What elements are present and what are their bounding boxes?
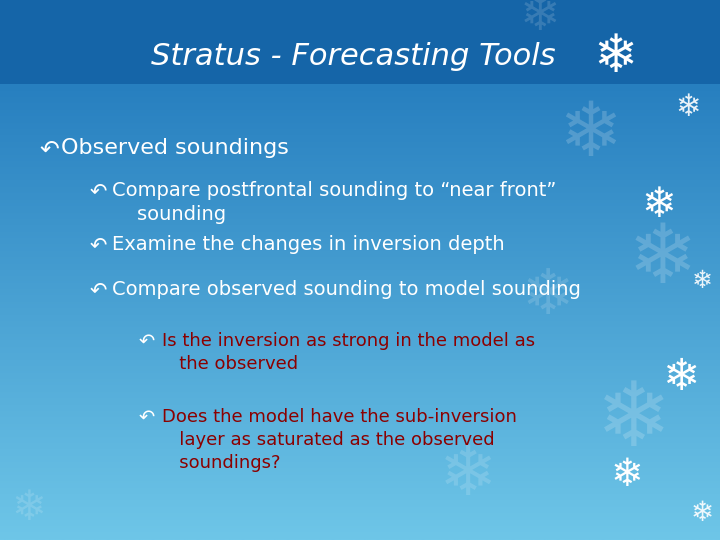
Text: Stratus - Forecasting Tools: Stratus - Forecasting Tools (151, 42, 556, 71)
Text: ❄: ❄ (593, 31, 638, 83)
Text: ↶: ↶ (40, 138, 59, 161)
Text: ❄: ❄ (691, 269, 713, 293)
Text: Does the model have the sub-inversion
   layer as saturated as the observed
   s: Does the model have the sub-inversion la… (162, 408, 517, 471)
Text: ❄: ❄ (690, 499, 714, 527)
Text: ↶: ↶ (139, 408, 156, 427)
Text: ❄: ❄ (439, 442, 497, 509)
Text: ↶: ↶ (90, 235, 107, 255)
Text: Examine the changes in inversion depth: Examine the changes in inversion depth (112, 235, 504, 254)
Text: ❄: ❄ (12, 487, 46, 529)
Text: ❄: ❄ (627, 219, 698, 300)
Text: ❄: ❄ (610, 456, 643, 494)
Text: ❄: ❄ (675, 93, 701, 123)
Text: Compare postfrontal sounding to “near front”
    sounding: Compare postfrontal sounding to “near fr… (112, 181, 556, 224)
FancyBboxPatch shape (0, 0, 720, 84)
Text: ❄: ❄ (521, 267, 573, 327)
Text: ❄: ❄ (520, 0, 560, 40)
Text: Compare observed sounding to model sounding: Compare observed sounding to model sound… (112, 280, 580, 299)
Text: ↶: ↶ (90, 280, 107, 300)
Text: Is the inversion as strong in the model as
   the observed: Is the inversion as strong in the model … (162, 332, 535, 373)
Text: ❄: ❄ (642, 184, 676, 226)
Text: Observed soundings: Observed soundings (61, 138, 289, 158)
Text: ❄: ❄ (559, 98, 622, 172)
Text: ❄: ❄ (662, 356, 699, 400)
Text: ↶: ↶ (90, 181, 107, 201)
Text: ↶: ↶ (139, 332, 156, 351)
Text: ❄: ❄ (595, 377, 672, 465)
